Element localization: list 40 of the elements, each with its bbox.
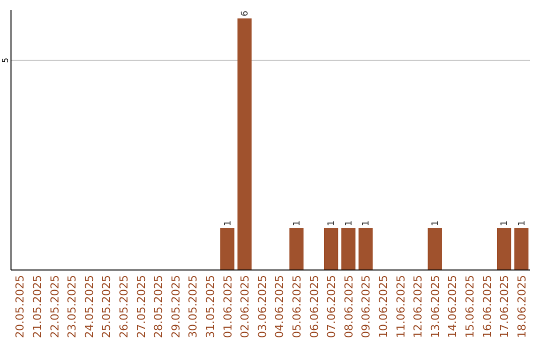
- x-tick-label: 06.06.2025: [308, 275, 321, 338]
- x-tick-label: 17.06.2025: [498, 275, 512, 338]
- x-tick-label: 12.06.2025: [412, 275, 425, 338]
- x-tick-label: 26.05.2025: [117, 275, 130, 338]
- x-tick-label: 25.05.2025: [100, 275, 114, 338]
- x-tick-label: 05.06.2025: [290, 275, 304, 338]
- x-tick-label: 18.06.2025: [515, 275, 528, 338]
- x-tick-label: 16.06.2025: [480, 275, 494, 338]
- x-tick-label: 15.06.2025: [463, 275, 476, 338]
- x-tick-label: 30.05.2025: [186, 275, 200, 338]
- x-tick-label: 11.06.2025: [394, 275, 408, 338]
- data-label: 1: [362, 220, 372, 226]
- data-label: 6: [240, 10, 251, 16]
- x-tick-label: 02.06.2025: [238, 275, 252, 338]
- x-tick-label: 14.06.2025: [446, 275, 460, 338]
- y-tick-label: 5: [1, 58, 10, 63]
- x-tick-label: 28.05.2025: [152, 275, 166, 338]
- data-label: 1: [517, 220, 528, 226]
- x-tick-label: 27.05.2025: [134, 275, 148, 338]
- x-tick-label: 24.05.2025: [82, 275, 96, 338]
- x-tick-label: 23.05.2025: [66, 275, 79, 338]
- data-label: 1: [223, 220, 234, 226]
- x-tick-label: 04.06.2025: [273, 275, 286, 338]
- data-label: 1: [430, 220, 441, 226]
- x-tick-label: 10.06.2025: [376, 275, 390, 338]
- x-tick-label: 31.05.2025: [204, 275, 217, 338]
- x-tick-label: 21.05.2025: [30, 275, 44, 338]
- x-tick-label: 20.05.2025: [14, 275, 27, 338]
- x-tick-label: 09.06.2025: [360, 275, 373, 338]
- data-label: 1: [327, 220, 338, 226]
- x-tick-label: 08.06.2025: [342, 275, 356, 338]
- data-label: 1: [500, 220, 510, 226]
- x-tick-label: 03.06.2025: [256, 275, 269, 338]
- data-label: 1: [292, 220, 302, 226]
- x-tick-label: 07.06.2025: [325, 275, 338, 338]
- x-tick-label: 13.06.2025: [428, 275, 442, 338]
- data-label: 1: [344, 220, 354, 226]
- x-tick-label: 29.05.2025: [169, 275, 182, 338]
- x-tick-label: 01.06.2025: [221, 275, 234, 338]
- x-tick-label: 22.05.2025: [48, 275, 62, 338]
